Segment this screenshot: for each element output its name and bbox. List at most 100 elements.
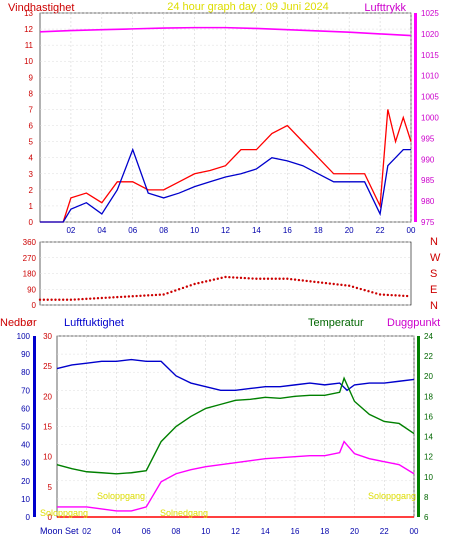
bottom-x-tick: 14 <box>261 527 270 536</box>
pressure-tick: 990 <box>421 155 435 164</box>
direction-point <box>85 297 88 301</box>
direction-point <box>239 276 243 280</box>
direction-point <box>320 281 324 284</box>
direction-point <box>50 298 53 301</box>
direction-point <box>270 277 274 280</box>
humidity-tick: 50 <box>21 423 30 432</box>
direction-point <box>139 294 142 298</box>
sunrise-annotation-right: Soloppgang <box>368 491 416 501</box>
direction-point <box>112 296 115 299</box>
wind-speed-tick: 13 <box>24 9 33 18</box>
rain-tick: 30 <box>43 332 52 341</box>
direction-point <box>243 276 247 280</box>
wind-speed-label: Vindhastighet <box>8 2 74 14</box>
direction-point <box>197 281 200 285</box>
pressure-tick: 1000 <box>421 114 439 123</box>
direction-point <box>286 277 289 280</box>
pressure-axis: 975 980 985 990 995 1000 1005 1010 1015 1020 1025 <box>414 9 439 227</box>
rain-tick: 20 <box>43 392 52 401</box>
rain-tick: 10 <box>43 453 52 462</box>
direction-point <box>371 291 374 294</box>
direction-point <box>382 293 386 296</box>
temperature-line <box>56 376 415 475</box>
humidity-tick: 0 <box>26 513 31 522</box>
wind-speed-tick: 5 <box>29 138 34 147</box>
wind-speed-tick: 0 <box>29 218 34 227</box>
compass-label: W <box>430 252 441 264</box>
direction-tick: 360 <box>23 238 37 247</box>
direction-point <box>204 280 208 283</box>
direction-point <box>127 295 131 298</box>
pressure-tick: 995 <box>421 134 435 143</box>
direction-point <box>162 293 165 296</box>
top-x-tick: 12 <box>221 226 230 235</box>
temperature-tick: 22 <box>424 352 433 361</box>
top-x-tick: 04 <box>97 226 106 235</box>
top-x-axis: 02 04 06 08 10 12 14 16 18 20 22 00 <box>66 226 416 235</box>
direction-point <box>189 284 192 287</box>
humidity-axis: 0 10 20 30 40 50 60 70 80 90 100 <box>17 332 31 522</box>
direction-tick: 90 <box>27 285 36 294</box>
direction-point <box>305 279 308 283</box>
direction-point <box>143 294 146 297</box>
direction-point <box>119 295 123 299</box>
bottom-x-tick: 04 <box>112 527 121 536</box>
pressure-axis-bar <box>414 13 417 222</box>
dewpoint-label: Duggpunkt <box>387 317 440 329</box>
dewpoint-line <box>57 440 415 512</box>
temperature-tick: 12 <box>424 453 433 462</box>
compass-label: N <box>430 300 438 312</box>
humidity-tick: 30 <box>21 459 30 468</box>
top-x-tick: 00 <box>407 226 416 235</box>
direction-tick: 0 <box>32 301 37 310</box>
direction-series <box>38 275 409 301</box>
wind-gust-line <box>40 147 411 223</box>
direction-point <box>224 275 227 279</box>
direction-point <box>104 296 107 299</box>
direction-point <box>92 297 96 300</box>
temperature-tick: 8 <box>424 493 429 502</box>
pressure-tick: 1025 <box>421 9 439 18</box>
direction-point <box>177 288 181 291</box>
rain-tick: 0 <box>48 513 53 522</box>
direction-grid <box>40 241 411 306</box>
pressure-tick: 980 <box>421 197 435 206</box>
pressure-line <box>39 26 412 37</box>
direction-point <box>150 293 154 297</box>
top-x-tick: 14 <box>252 226 261 235</box>
wind-speed-tick: 9 <box>29 73 34 82</box>
direction-point <box>347 284 351 287</box>
pressure-tick: 985 <box>421 176 435 185</box>
temperature-tick: 20 <box>424 372 433 381</box>
humidity-tick: 70 <box>21 386 30 395</box>
wind-speed-tick: 4 <box>29 154 34 163</box>
direction-point <box>201 281 204 284</box>
humidity-tick: 10 <box>21 495 30 504</box>
wind-speed-tick: 8 <box>29 89 34 98</box>
wind-speed-tick: 1 <box>29 202 34 211</box>
direction-point <box>147 294 150 297</box>
direction-point <box>131 295 134 298</box>
direction-point <box>317 281 320 284</box>
direction-point <box>58 298 61 301</box>
bottom-left-annotation: Soloppgang <box>40 508 88 518</box>
wind-speed-tick: 7 <box>29 105 34 114</box>
top-series <box>39 26 412 223</box>
direction-point <box>378 293 382 296</box>
pressure-label: Lufttrykk <box>364 2 406 14</box>
direction-point <box>386 293 390 297</box>
moonset-annotation: Moon Set <box>40 526 79 536</box>
direction-point <box>100 296 104 300</box>
direction-point <box>170 290 173 294</box>
direction-point <box>251 277 254 280</box>
direction-point <box>289 277 293 281</box>
compass-label: E <box>430 284 437 296</box>
direction-point <box>363 288 366 292</box>
direction-point <box>297 278 301 282</box>
direction-point <box>69 298 73 301</box>
direction-point <box>232 276 235 279</box>
direction-point <box>398 294 401 297</box>
direction-point <box>216 277 219 280</box>
